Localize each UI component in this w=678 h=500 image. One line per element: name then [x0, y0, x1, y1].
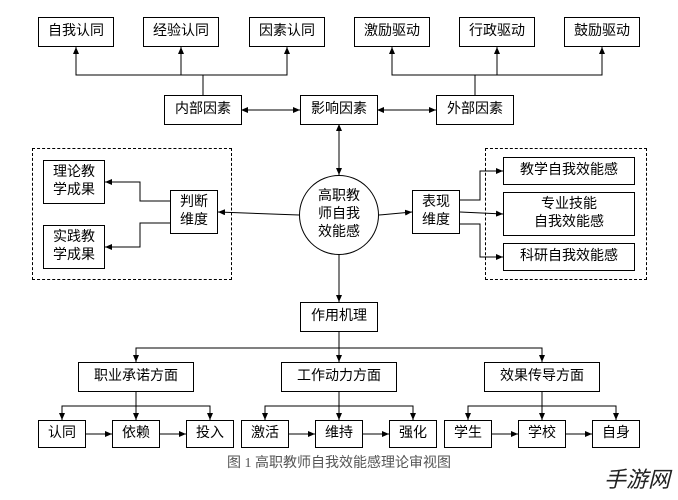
node-influence_factor: 影响因素	[300, 95, 378, 125]
node-teach_eff: 教学自我效能感	[503, 157, 635, 185]
edge-external_factor-admin_drive	[475, 47, 497, 95]
node-strengthen: 强化	[389, 420, 437, 448]
node-self: 自身	[592, 420, 640, 448]
edge-center-express_dim	[379, 212, 412, 215]
node-school: 学校	[518, 420, 566, 448]
node-admin_drive: 行政驱动	[459, 17, 535, 47]
edge-career_aspect-invest	[136, 392, 210, 420]
node-maintain: 维持	[315, 420, 363, 448]
edge-motive_aspect-activate	[265, 392, 339, 420]
edge-career_aspect-identify	[62, 392, 136, 420]
node-invest: 投入	[186, 420, 234, 448]
node-skill_eff: 专业技能自我效能感	[503, 192, 635, 236]
edge-internal_factor-exp_identity	[181, 47, 203, 95]
node-depend: 依赖	[112, 420, 160, 448]
node-external_factor: 外部因素	[436, 95, 514, 125]
node-internal_factor: 内部因素	[164, 95, 242, 125]
node-mechanism: 作用机理	[300, 302, 378, 332]
node-theory_result: 理论教学成果	[43, 160, 105, 204]
node-self_identity: 自我认同	[38, 17, 114, 47]
node-center: 高职教师自我效能感	[299, 175, 379, 255]
node-incentive_drive: 激励驱动	[354, 17, 430, 47]
node-effect_aspect: 效果传导方面	[484, 362, 600, 392]
node-student: 学生	[444, 420, 492, 448]
edge-external_factor-encourage_drive	[475, 47, 602, 95]
edge-mechanism-career_aspect	[136, 332, 339, 362]
edge-effect_aspect-self	[542, 392, 616, 420]
figure-caption: 图 1 高职教师自我效能感理论审视图	[0, 452, 678, 472]
edge-internal_factor-factor_identity	[203, 47, 287, 95]
edge-internal_factor-self_identity	[76, 47, 203, 95]
node-practice_result: 实践教学成果	[43, 225, 105, 269]
watermark-text: 手游网	[604, 462, 670, 494]
node-encourage_drive: 鼓励驱动	[564, 17, 640, 47]
node-factor_identity: 因素认同	[249, 17, 325, 47]
node-express_dim: 表现维度	[412, 190, 460, 234]
node-research_eff: 科研自我效能感	[503, 243, 635, 271]
node-identify: 认同	[38, 420, 86, 448]
node-motive_aspect: 工作动力方面	[281, 362, 397, 392]
edge-external_factor-incentive_drive	[392, 47, 475, 95]
edge-effect_aspect-student	[468, 392, 542, 420]
node-exp_identity: 经验认同	[143, 17, 219, 47]
node-judge_dim: 判断维度	[170, 190, 218, 234]
node-career_aspect: 职业承诺方面	[78, 362, 194, 392]
edge-mechanism-effect_aspect	[339, 332, 542, 362]
edge-motive_aspect-strengthen	[339, 392, 413, 420]
node-activate: 激活	[241, 420, 289, 448]
